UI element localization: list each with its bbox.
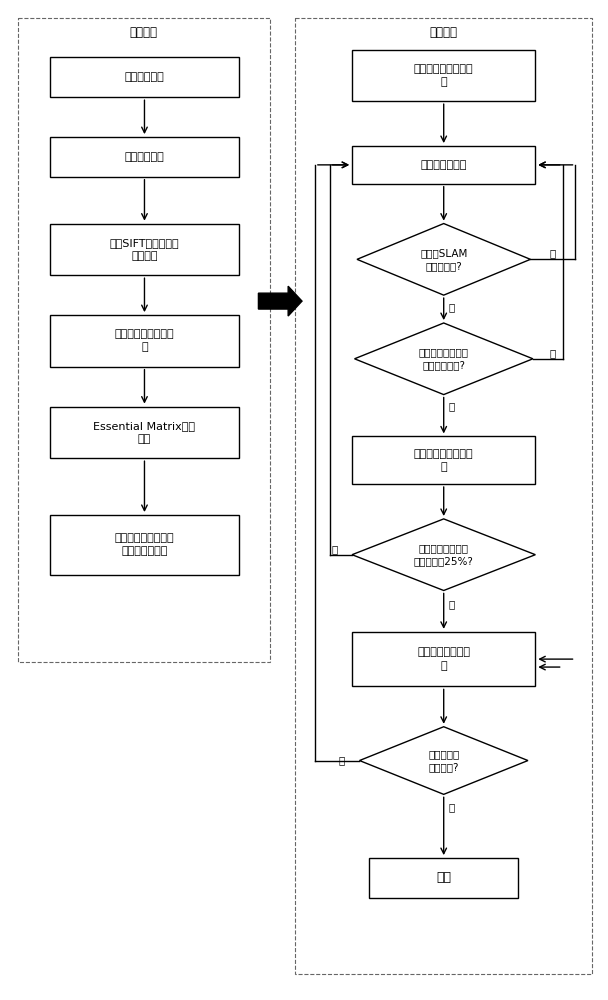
Text: 前端模块: 前端模块 [130,26,157,39]
Text: 计算相似图片两两匹
配: 计算相似图片两两匹 配 [115,329,174,352]
FancyArrow shape [258,286,302,316]
Polygon shape [354,323,533,395]
Text: 是: 是 [449,599,455,609]
Text: 否: 否 [550,348,556,358]
Text: 是: 是 [339,756,345,766]
Text: 是: 是 [449,302,455,312]
Polygon shape [359,727,528,794]
Text: 全局光束平滑调整
否: 全局光束平滑调整 否 [417,648,470,671]
Bar [352,436,536,484]
Text: 选择下一帧图片: 选择下一帧图片 [421,160,467,170]
Bar [352,50,536,101]
Text: 是: 是 [449,402,455,412]
Bar [295,18,592,974]
Bar [50,315,238,367]
Text: Essential Matrix外点
剔除: Essential Matrix外点 剔除 [94,421,195,444]
Text: 双目相机标定: 双目相机标定 [125,72,164,82]
Text: 否: 否 [449,802,455,812]
Bar [352,632,536,686]
Text: 否: 否 [549,248,555,258]
Text: 构建局部初始稀疏地
图: 构建局部初始稀疏地 图 [414,64,474,87]
Text: 结束: 结束 [436,871,451,884]
Bar [50,407,238,458]
Bar [50,137,238,177]
Bar [18,18,271,662]
Text: 采集场景样本: 采集场景样本 [125,152,164,162]
Text: 否: 否 [331,544,337,554]
Polygon shape [352,519,536,590]
Text: 保存每个地图点在图
片中出现的位置: 保存每个地图点在图 片中出现的位置 [115,533,174,556]
Bar [352,146,536,184]
Text: 是否与上一帧图片
相对姿态近似?: 是否与上一帧图片 相对姿态近似? [419,347,469,370]
Text: 是否有图片
未被重建?: 是否有图片 未被重建? [428,749,459,772]
Text: 提取SIFT视觉特征点
及描述子: 提取SIFT视觉特征点 及描述子 [109,238,179,261]
Text: 新增点云数量是否
大于现有的25%?: 新增点云数量是否 大于现有的25%? [414,543,474,566]
Bar [50,57,238,97]
Text: 处理未计算位置的点
云: 处理未计算位置的点 云 [414,449,474,472]
Text: 是否有SLAM
的求解姿态?: 是否有SLAM 的求解姿态? [420,248,468,271]
Bar [50,224,238,275]
Text: 后端模块: 后端模块 [430,26,458,39]
Bar [370,858,518,898]
Polygon shape [357,224,530,295]
Bar [50,515,238,575]
